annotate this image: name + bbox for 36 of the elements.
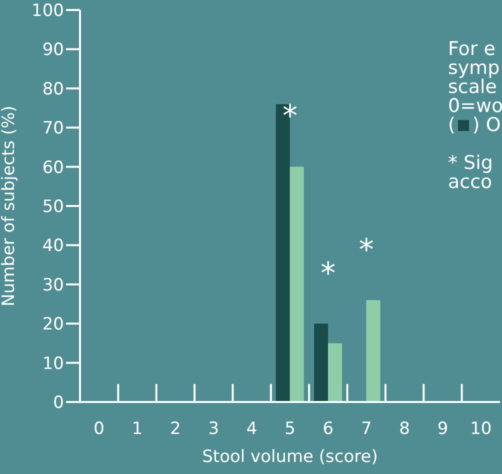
annotation: symp xyxy=(448,57,501,79)
y-axis-title: Number of subjects (%) xyxy=(0,106,20,306)
x-tick-label: 1 xyxy=(132,419,143,440)
x-axis-title: Stool volume (score) xyxy=(202,447,378,467)
annotation: For e xyxy=(448,38,496,60)
annotation: ( ) O xyxy=(448,114,502,136)
bar xyxy=(366,300,380,402)
annotation: * xyxy=(320,256,336,292)
y-tick-label: 0 xyxy=(53,393,64,414)
y-tick-label: 40 xyxy=(42,236,64,256)
y-tick-label: 50 xyxy=(42,197,64,218)
bar xyxy=(290,166,304,402)
x-tick-label: 10 xyxy=(470,419,492,440)
annotation: * Sig xyxy=(448,152,494,174)
x-tick-label: 4 xyxy=(246,419,258,440)
x-tick-label: 9 xyxy=(437,419,448,440)
y-tick-label: 80 xyxy=(42,79,64,100)
annotation: 0=wo xyxy=(448,95,502,117)
y-tick-label: 60 xyxy=(42,158,64,178)
annotation: * xyxy=(282,99,298,134)
x-tick-label: 8 xyxy=(399,419,410,440)
x-tick-label: 3 xyxy=(208,419,220,440)
bar xyxy=(328,343,342,402)
y-tick-label: 20 xyxy=(42,314,64,335)
y-tick-label: 90 xyxy=(42,40,64,60)
y-tick-label: 10 xyxy=(42,354,64,374)
x-tick-label: 0 xyxy=(94,419,105,440)
x-tick-label: 5 xyxy=(284,419,296,440)
x-tick-label: 2 xyxy=(170,419,181,440)
bar xyxy=(314,324,328,402)
x-tick-label: 7 xyxy=(360,419,372,440)
y-tick-label: 70 xyxy=(42,118,64,139)
y-tick-label: 100 xyxy=(32,1,64,22)
y-tick-label: 30 xyxy=(42,275,64,296)
annotation: * xyxy=(358,233,374,268)
x-tick-label: 6 xyxy=(322,419,334,440)
